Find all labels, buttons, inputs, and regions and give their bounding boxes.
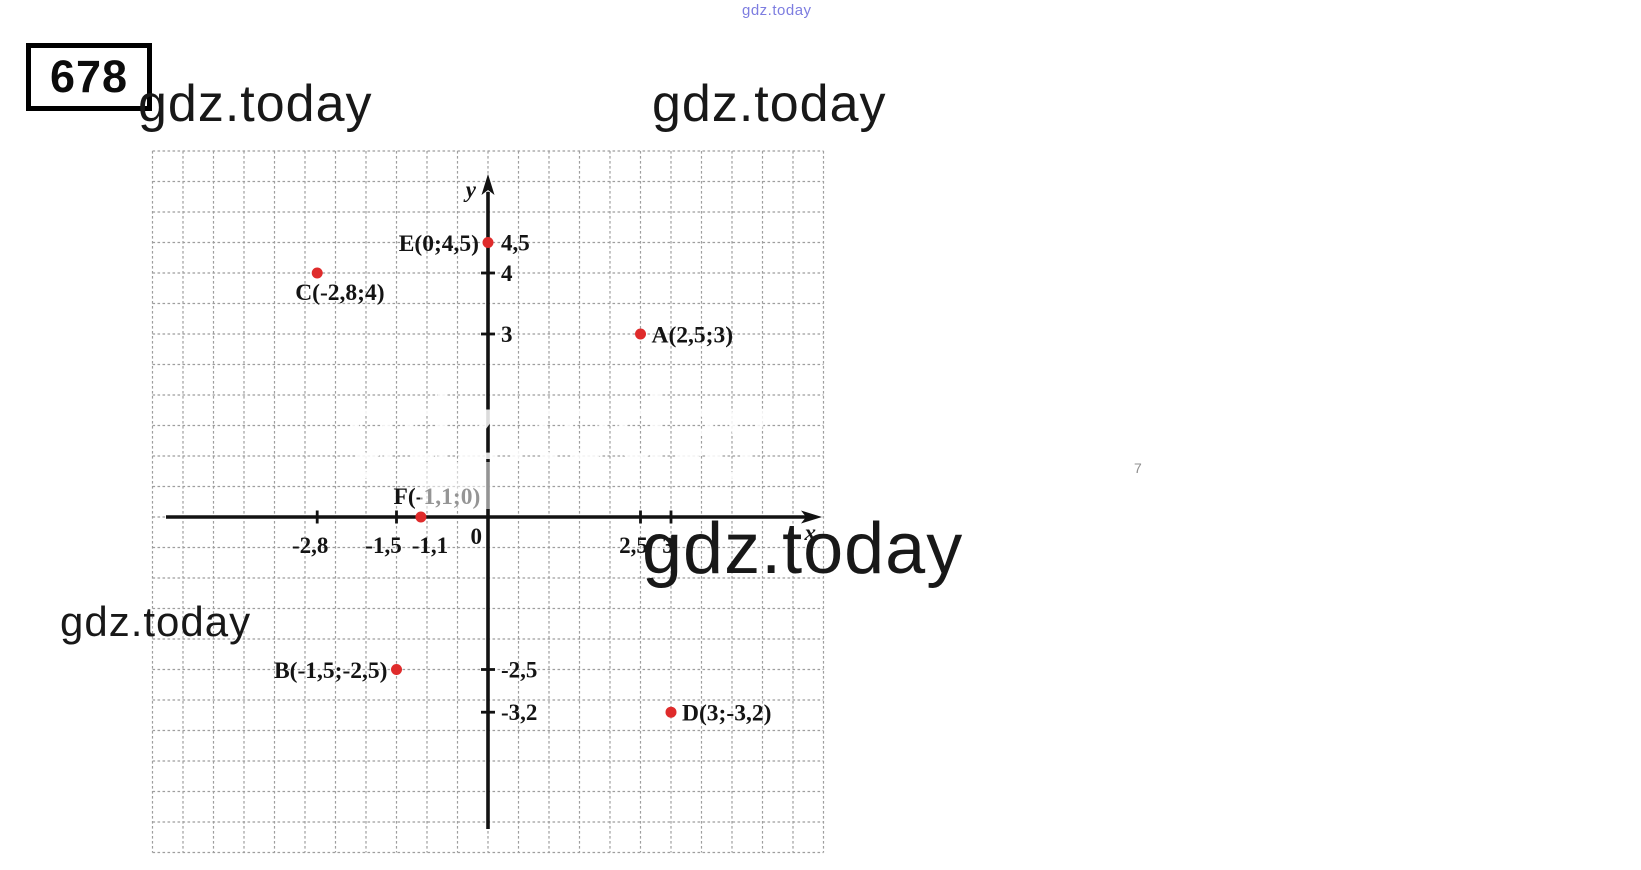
problem-number-box: 678 <box>26 43 152 111</box>
watermark-ghost-center: gdz.today <box>346 374 772 479</box>
y-tick-label: -2,5 <box>501 658 537 683</box>
watermark-header-left: gdz.today <box>138 75 373 133</box>
y-axis-arrow <box>481 174 495 195</box>
origin-label: 0 <box>471 524 483 549</box>
y-tick-label: -3,2 <box>501 700 537 725</box>
point-label-B: B(-1,5;-2,5) <box>274 658 388 684</box>
y-tick-label: 4 <box>501 261 513 286</box>
point-label-D: D(3;-3,2) <box>682 701 771 727</box>
point-E <box>482 237 494 248</box>
x-tick-label: 3 <box>662 533 674 558</box>
y-axis-label: y <box>463 177 477 202</box>
y-tick-label: 4,5 <box>501 231 530 256</box>
stray-mark: 7 <box>1134 460 1142 476</box>
y-tick-label: 3 <box>501 322 513 347</box>
x-axis-arrow <box>801 510 822 524</box>
point-label-A: A(2,5;3) <box>652 323 734 349</box>
point-D <box>665 706 677 718</box>
x-tick-label: -2,8 <box>292 533 328 558</box>
point-B <box>391 664 402 675</box>
problem-number: 678 <box>49 51 129 102</box>
x-tick-label: -1,1 <box>412 533 448 558</box>
ghost-watermark: gdz.today <box>346 374 772 509</box>
point-C <box>311 267 323 279</box>
x-axis-label: x <box>804 520 817 545</box>
point-label-C: C(-2,8;4) <box>295 280 384 306</box>
watermark-header-right: gdz.today <box>652 75 887 133</box>
ghost-wash <box>420 462 490 509</box>
point-F <box>415 511 427 523</box>
watermark-top-small: gdz.today <box>742 2 812 19</box>
watermark-large-mid-right: gdz.today <box>642 509 964 589</box>
watermark-bottom-left: gdz.today <box>60 598 252 645</box>
point-A <box>635 328 646 340</box>
axes: x y 0 <box>166 174 822 829</box>
x-tick-label: 2,5 <box>619 533 648 558</box>
ticks: -2,8 -1,5 -1,1 2,5 3 4,5 4 3 -2,5 -3,2 <box>292 231 674 726</box>
x-tick-label: -1,5 <box>365 533 401 558</box>
point-label-E: E(0;4,5) <box>399 231 479 257</box>
